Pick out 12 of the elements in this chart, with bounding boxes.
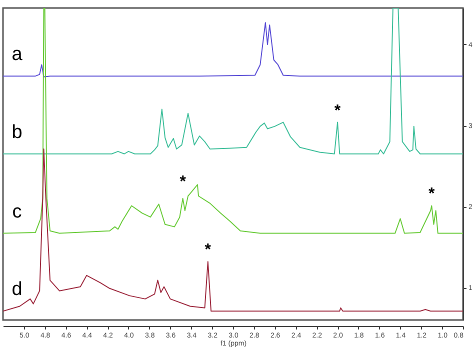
annotation: * [204,242,212,259]
series-label: c [12,201,22,222]
line-series [3,22,463,78]
line-series [3,8,463,234]
line-series [3,8,463,154]
series-label: b [12,122,22,143]
annotation: * [334,102,342,120]
annotation: * [180,174,187,191]
series-label: d [12,279,22,300]
line-series [3,148,463,312]
series-label: a [12,44,23,66]
annotation: * [428,186,436,203]
